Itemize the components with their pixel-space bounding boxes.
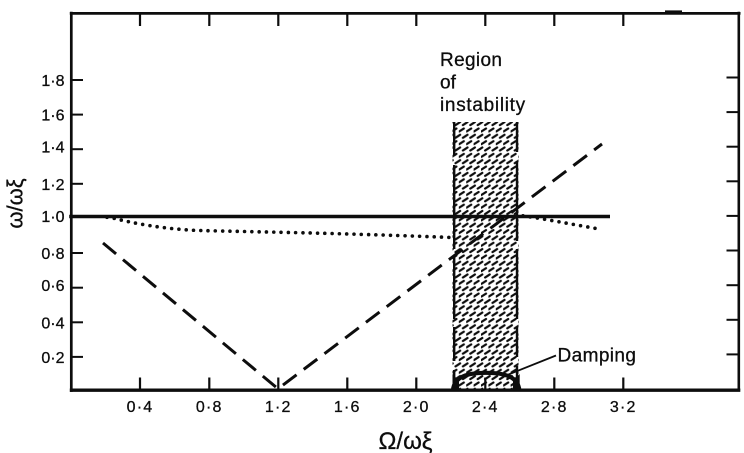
svg-text:of: of	[440, 73, 457, 94]
svg-text:1·2: 1·2	[265, 399, 292, 416]
svg-text:instability: instability	[440, 95, 526, 116]
svg-text:1·0: 1·0	[41, 209, 64, 226]
svg-text:0·6: 0·6	[41, 278, 64, 295]
svg-text:0·2: 0·2	[41, 350, 64, 367]
svg-text:Ω/ωξ: Ω/ωξ	[378, 428, 432, 453]
svg-text:2·0: 2·0	[403, 399, 430, 416]
svg-text:3·2: 3·2	[610, 399, 637, 416]
svg-text:2·4: 2·4	[472, 399, 499, 416]
svg-text:Region: Region	[440, 50, 502, 71]
svg-text:2·8: 2·8	[541, 399, 568, 416]
svg-text:0·8: 0·8	[41, 246, 64, 263]
svg-text:1·4: 1·4	[41, 140, 64, 157]
svg-text:1·8: 1·8	[41, 73, 64, 90]
svg-text:ω/ωξ: ω/ωξ	[2, 178, 27, 228]
svg-text:1·6: 1·6	[334, 399, 361, 416]
svg-text:0·4: 0·4	[41, 315, 64, 332]
svg-text:Damping: Damping	[558, 346, 637, 367]
svg-text:1·6: 1·6	[41, 108, 64, 125]
svg-text:0·8: 0·8	[196, 399, 223, 416]
svg-text:1·2: 1·2	[41, 177, 64, 194]
svg-text:0·4: 0·4	[127, 399, 154, 416]
